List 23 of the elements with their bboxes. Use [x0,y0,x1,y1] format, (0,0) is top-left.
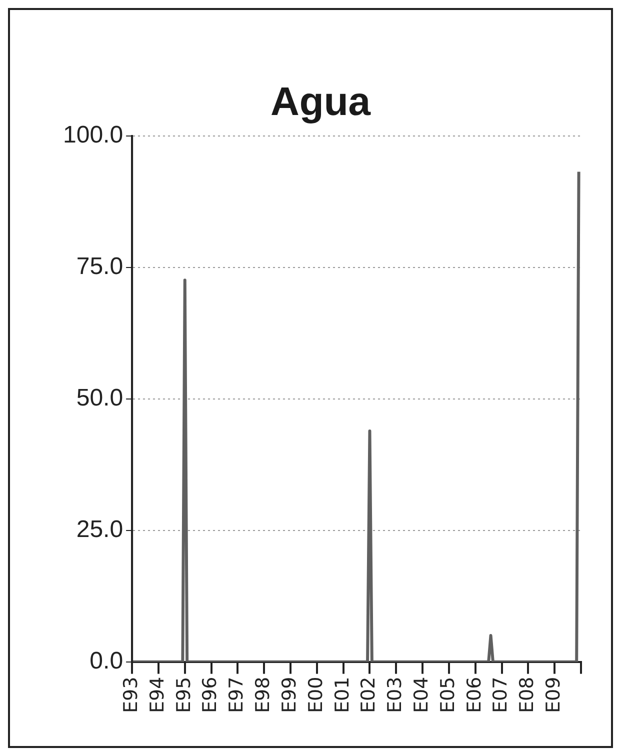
chart-title: Agua [270,80,372,124]
x-tick-label: E93 [120,676,142,714]
x-tick-label: E00 [304,676,327,714]
x-tick-label: E95 [172,676,195,714]
x-tick-label: E99 [278,676,300,714]
x-tick-label: E01 [331,676,354,714]
x-tick-label: E04 [410,676,432,714]
x-tick-label: E08 [516,676,538,714]
x-tick-label: E94 [146,676,168,714]
y-tick-label: 50.0 [76,384,124,412]
x-tick-label: E97 [226,676,248,714]
y-tick-label: 100.0 [62,122,124,149]
x-tick-label: E06 [463,676,486,714]
x-tick-label: E07 [490,676,512,714]
x-tick-label: E98 [252,676,274,714]
x-tick-label: E03 [384,676,406,714]
x-tick-label: E09 [542,676,565,714]
y-tick-label: 75.0 [76,253,124,280]
x-tick-label: E96 [199,676,222,714]
y-tick-label: 25.0 [76,516,124,543]
x-tick-label: E02 [358,676,380,714]
x-tick-label: E05 [436,676,459,714]
y-tick-label: 0.0 [90,647,124,674]
